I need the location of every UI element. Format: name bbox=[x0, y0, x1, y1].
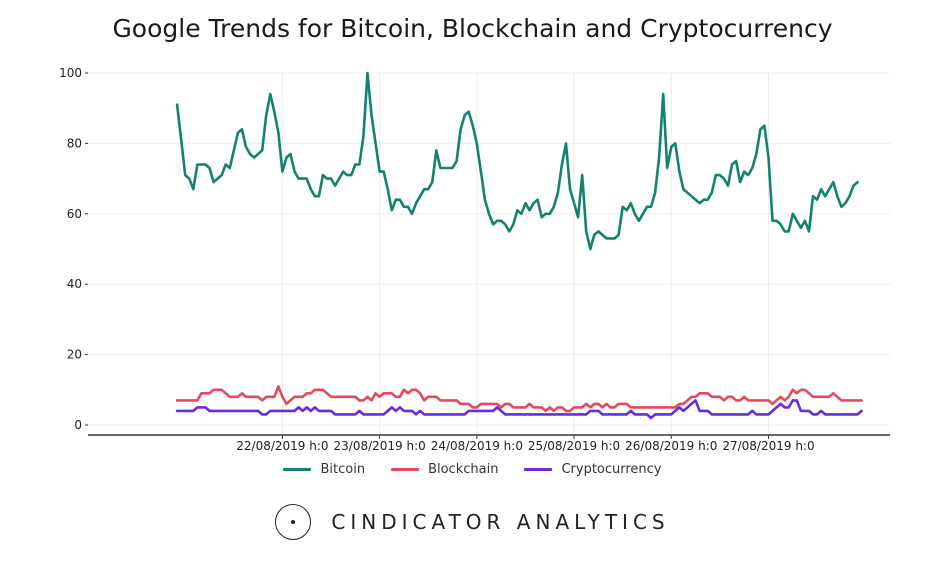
y-tick-label: 100 bbox=[59, 66, 82, 80]
circle-dot-icon bbox=[275, 504, 312, 540]
legend-label-bitcoin: Bitcoin bbox=[320, 462, 366, 477]
legend-item-cryptocurrency[interactable]: Cryptocurrency bbox=[524, 462, 662, 477]
y-tick-label: 60 bbox=[67, 207, 82, 221]
series-lines bbox=[175, 71, 863, 420]
x-tick-label: 25/08/2019 h:0 bbox=[528, 439, 620, 453]
legend-swatch-blockchain bbox=[391, 468, 420, 471]
legend-swatch-cryptocurrency bbox=[524, 468, 553, 471]
x-tick-label: 27/08/2019 h:0 bbox=[722, 439, 814, 453]
x-tick-label: 24/08/2019 h:0 bbox=[431, 439, 523, 453]
series-line-cryptocurrency bbox=[175, 399, 863, 420]
legend: Bitcoin Blockchain Cryptocurrency bbox=[0, 462, 945, 477]
legend-item-blockchain[interactable]: Blockchain bbox=[391, 462, 498, 477]
y-tick-label: 80 bbox=[67, 136, 82, 150]
brand-name: CINDICATOR ANALYTICS bbox=[331, 510, 670, 534]
axes: 0 20 40 60 80 100 22/08/2019 h:0 23/08/2019 h:0… bbox=[59, 66, 890, 453]
x-tick-label: 26/08/2019 h:0 bbox=[625, 439, 717, 453]
brand-footer: CINDICATOR ANALYTICS bbox=[0, 504, 945, 540]
series-line-bitcoin bbox=[175, 71, 859, 251]
x-tick-label: 22/08/2019 h:0 bbox=[236, 439, 328, 453]
legend-label-blockchain: Blockchain bbox=[428, 462, 499, 477]
y-tick-label: 20 bbox=[67, 348, 82, 362]
series-line-blockchain bbox=[175, 384, 863, 413]
chart-title: Google Trends for Bitcoin, Blockchain an… bbox=[112, 14, 833, 43]
y-tick-label: 0 bbox=[74, 418, 82, 432]
legend-swatch-bitcoin bbox=[283, 468, 312, 471]
grid-lines bbox=[88, 72, 890, 435]
x-tick-label: 23/08/2019 h:0 bbox=[334, 439, 426, 453]
legend-item-bitcoin[interactable]: Bitcoin bbox=[283, 462, 365, 477]
legend-label-cryptocurrency: Cryptocurrency bbox=[561, 462, 662, 477]
y-tick-label: 40 bbox=[67, 277, 82, 291]
